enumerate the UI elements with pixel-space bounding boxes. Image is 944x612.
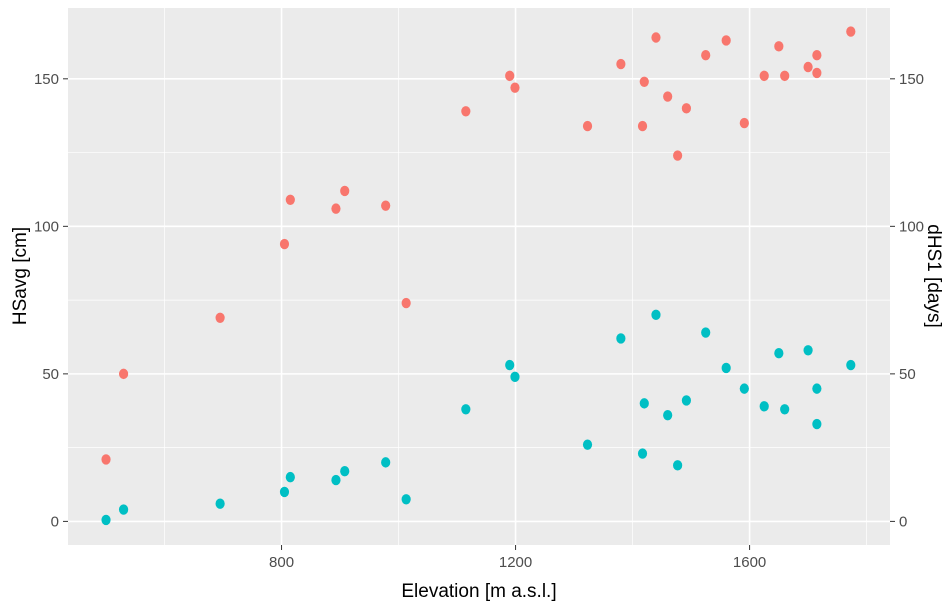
data-point-hsavg bbox=[285, 194, 295, 205]
data-point-dhs1 bbox=[812, 383, 822, 394]
data-point-dhs1 bbox=[381, 457, 391, 468]
x-axis-label: Elevation [m a.s.l.] bbox=[401, 581, 556, 602]
data-point-hsavg bbox=[616, 58, 626, 70]
data-point-hsavg bbox=[673, 150, 683, 161]
data-point-hsavg bbox=[279, 238, 290, 250]
y-tick-label-right: 0 bbox=[899, 513, 907, 530]
data-point-hsavg bbox=[803, 61, 813, 73]
data-point-hsavg bbox=[461, 106, 471, 117]
data-point-dhs1 bbox=[215, 498, 225, 509]
data-point-hsavg bbox=[812, 67, 822, 79]
data-point-dhs1 bbox=[739, 383, 749, 394]
data-point-dhs1 bbox=[461, 404, 471, 415]
y-tick-label-left: 100 bbox=[34, 218, 59, 235]
data-point-hsavg bbox=[663, 91, 673, 102]
data-point-hsavg bbox=[739, 117, 749, 129]
data-point-hsavg bbox=[639, 76, 649, 87]
data-points bbox=[101, 26, 856, 526]
data-point-dhs1 bbox=[759, 401, 769, 412]
data-point-hsavg bbox=[340, 185, 350, 197]
x-tick-label: 800 bbox=[269, 554, 294, 571]
data-point-hsavg bbox=[401, 297, 411, 309]
data-point-hsavg bbox=[759, 70, 769, 82]
data-point-dhs1 bbox=[118, 504, 129, 515]
data-point-dhs1 bbox=[651, 309, 661, 321]
data-point-dhs1 bbox=[637, 448, 648, 459]
data-point-dhs1 bbox=[285, 471, 295, 483]
data-point-dhs1 bbox=[780, 404, 790, 415]
plot-panel bbox=[68, 8, 890, 545]
y-tick-label-right: 50 bbox=[899, 366, 916, 383]
data-point-dhs1 bbox=[701, 327, 711, 338]
data-point-dhs1 bbox=[774, 348, 784, 359]
data-point-dhs1 bbox=[803, 345, 813, 356]
data-point-dhs1 bbox=[340, 466, 350, 477]
y-axis-label-right: dHS1 [days] bbox=[923, 224, 944, 328]
data-point-hsavg bbox=[381, 200, 391, 211]
y-tick-label-left: 150 bbox=[34, 71, 59, 88]
data-point-hsavg bbox=[846, 26, 856, 37]
data-point-dhs1 bbox=[721, 362, 731, 374]
data-point-hsavg bbox=[215, 312, 225, 324]
data-point-hsavg bbox=[510, 82, 520, 93]
data-point-hsavg bbox=[681, 103, 692, 114]
y-tick-label-right: 100 bbox=[899, 218, 924, 235]
axes: 0 0 50 50 100 100 150 150 800 1200 1600 bbox=[34, 71, 924, 571]
minor-gridlines bbox=[68, 8, 890, 545]
data-point-hsavg bbox=[101, 454, 111, 465]
data-point-hsavg bbox=[701, 50, 711, 61]
y-axis-label-left: HSavg [cm] bbox=[10, 227, 31, 325]
data-point-dhs1 bbox=[101, 514, 111, 526]
major-gridlines bbox=[68, 8, 890, 545]
data-point-hsavg bbox=[505, 70, 515, 82]
data-point-dhs1 bbox=[401, 494, 411, 505]
data-point-dhs1 bbox=[663, 409, 673, 421]
data-point-dhs1 bbox=[505, 359, 515, 371]
data-point-hsavg bbox=[651, 32, 661, 43]
data-point-hsavg bbox=[780, 70, 790, 82]
data-point-dhs1 bbox=[812, 418, 822, 430]
data-point-hsavg bbox=[118, 368, 129, 380]
y-tick-label-left: 50 bbox=[42, 366, 59, 383]
data-point-hsavg bbox=[812, 50, 822, 61]
y-tick-label-left: 0 bbox=[51, 513, 59, 530]
x-tick-label: 1600 bbox=[733, 554, 766, 571]
data-point-hsavg bbox=[582, 120, 593, 132]
data-point-hsavg bbox=[637, 120, 648, 132]
data-point-dhs1 bbox=[582, 439, 593, 450]
data-point-dhs1 bbox=[616, 333, 626, 344]
data-point-dhs1 bbox=[681, 395, 692, 406]
data-point-dhs1 bbox=[846, 359, 856, 371]
data-point-dhs1 bbox=[510, 371, 520, 383]
data-point-dhs1 bbox=[639, 398, 649, 409]
data-point-dhs1 bbox=[673, 460, 683, 471]
data-point-dhs1 bbox=[331, 474, 341, 486]
data-point-hsavg bbox=[774, 41, 784, 52]
x-tick-label: 1200 bbox=[499, 554, 532, 571]
y-tick-label-right: 150 bbox=[899, 71, 924, 88]
data-point-dhs1 bbox=[279, 486, 290, 498]
data-point-hsavg bbox=[721, 35, 731, 46]
data-point-hsavg bbox=[331, 203, 341, 214]
